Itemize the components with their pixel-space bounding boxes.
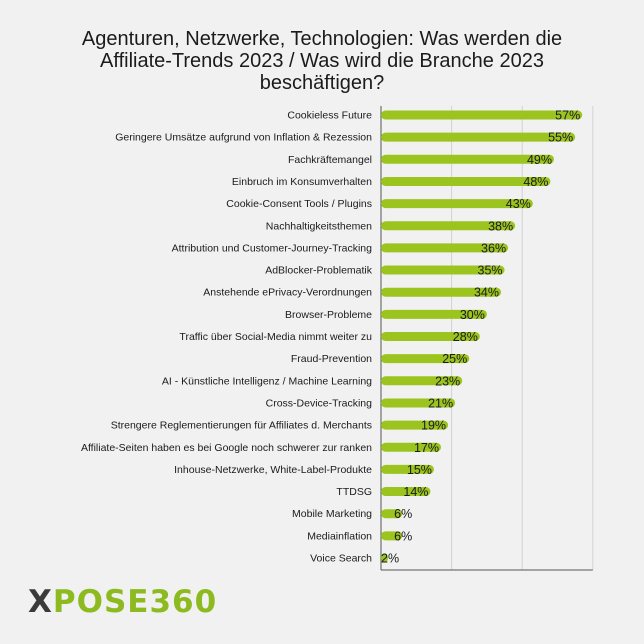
category-label: Voice Search <box>310 553 372 565</box>
logo-x: X <box>28 584 53 620</box>
category-label: Cross-Device-Tracking <box>266 397 373 409</box>
bar <box>381 487 431 497</box>
value-label: 36% <box>481 241 506 255</box>
value-label: 6% <box>394 529 412 543</box>
value-label: 57% <box>555 109 580 123</box>
bar <box>381 265 505 275</box>
value-label: 2% <box>381 552 399 566</box>
category-label: Traffic über Social-Media nimmt weiter z… <box>179 331 372 343</box>
value-label: 23% <box>435 374 460 388</box>
bar <box>381 464 434 474</box>
value-label: 15% <box>407 463 432 477</box>
value-label: 25% <box>442 352 467 366</box>
value-label: 17% <box>414 441 439 455</box>
category-label: Fachkräftemangel <box>288 154 372 166</box>
value-label: 28% <box>453 330 478 344</box>
bar <box>381 354 470 364</box>
value-label: 49% <box>527 153 552 167</box>
value-label: 43% <box>506 197 531 211</box>
bar <box>381 376 463 386</box>
chart-title-line-3: beschäftigen? <box>259 72 385 94</box>
bar <box>381 243 509 253</box>
category-label: Mobile Marketing <box>292 508 372 520</box>
bar <box>381 442 442 452</box>
value-label: 14% <box>403 485 428 499</box>
chart-title-line-1: Agenturen, Netzwerke, Technologien: Was … <box>81 28 563 50</box>
category-label: Anstehende ePrivacy-Verordnungen <box>203 287 372 299</box>
value-label: 6% <box>394 507 412 521</box>
bar <box>381 132 576 142</box>
bar <box>381 176 551 186</box>
category-label: Nachhaltigkeitsthemen <box>266 220 372 232</box>
category-label: Mediainflation <box>307 530 372 542</box>
category-label: Affiliate-Seiten haben es bei Google noc… <box>81 442 372 454</box>
bar <box>381 420 449 430</box>
value-label: 48% <box>523 175 548 189</box>
chart-title: Agenturen, Netzwerke, Technologien: Was … <box>20 28 624 94</box>
bar <box>381 221 516 231</box>
xpose360-logo: XPOSE360 <box>28 584 217 620</box>
bar <box>381 154 554 164</box>
value-label: 35% <box>478 264 503 278</box>
bar <box>381 398 456 408</box>
bar <box>381 199 533 209</box>
category-label: Einbruch im Konsumverhalten <box>232 176 372 188</box>
value-label: 34% <box>474 286 499 300</box>
category-label: Fraud-Prevention <box>291 353 372 365</box>
bar <box>381 309 487 319</box>
category-label: Cookie-Consent Tools / Plugins <box>226 198 372 210</box>
logo-text: POSE360 <box>52 584 218 620</box>
value-label: 19% <box>421 419 446 433</box>
bar <box>381 553 389 563</box>
bar <box>381 332 480 341</box>
category-label: Attribution und Customer-Journey-Trackin… <box>172 242 373 254</box>
bar <box>381 287 502 297</box>
value-label: 21% <box>428 396 453 410</box>
category-label: AdBlocker-Problematik <box>265 265 373 277</box>
value-label: 38% <box>488 219 513 233</box>
bar <box>381 531 403 541</box>
value-label: 55% <box>548 131 573 145</box>
chart-title-line-2: Affiliate-Trends 2023 / Was wird die Bra… <box>100 50 544 72</box>
bar <box>381 509 403 519</box>
category-label: Cookieless Future <box>287 110 372 122</box>
value-label: 30% <box>460 308 485 322</box>
category-label: AI - Künstliche Intelligenz / Machine Le… <box>162 375 372 387</box>
category-label: Browser-Probleme <box>285 309 372 321</box>
category-label: TTDSG <box>336 486 372 498</box>
category-label: Geringere Umsätze aufgrund von Inflation… <box>115 132 372 144</box>
category-label: Inhouse-Netzwerke, White-Label-Produkte <box>174 464 372 476</box>
bar <box>381 110 583 120</box>
category-label: Strengere Reglementierungen für Affiliat… <box>111 420 372 432</box>
